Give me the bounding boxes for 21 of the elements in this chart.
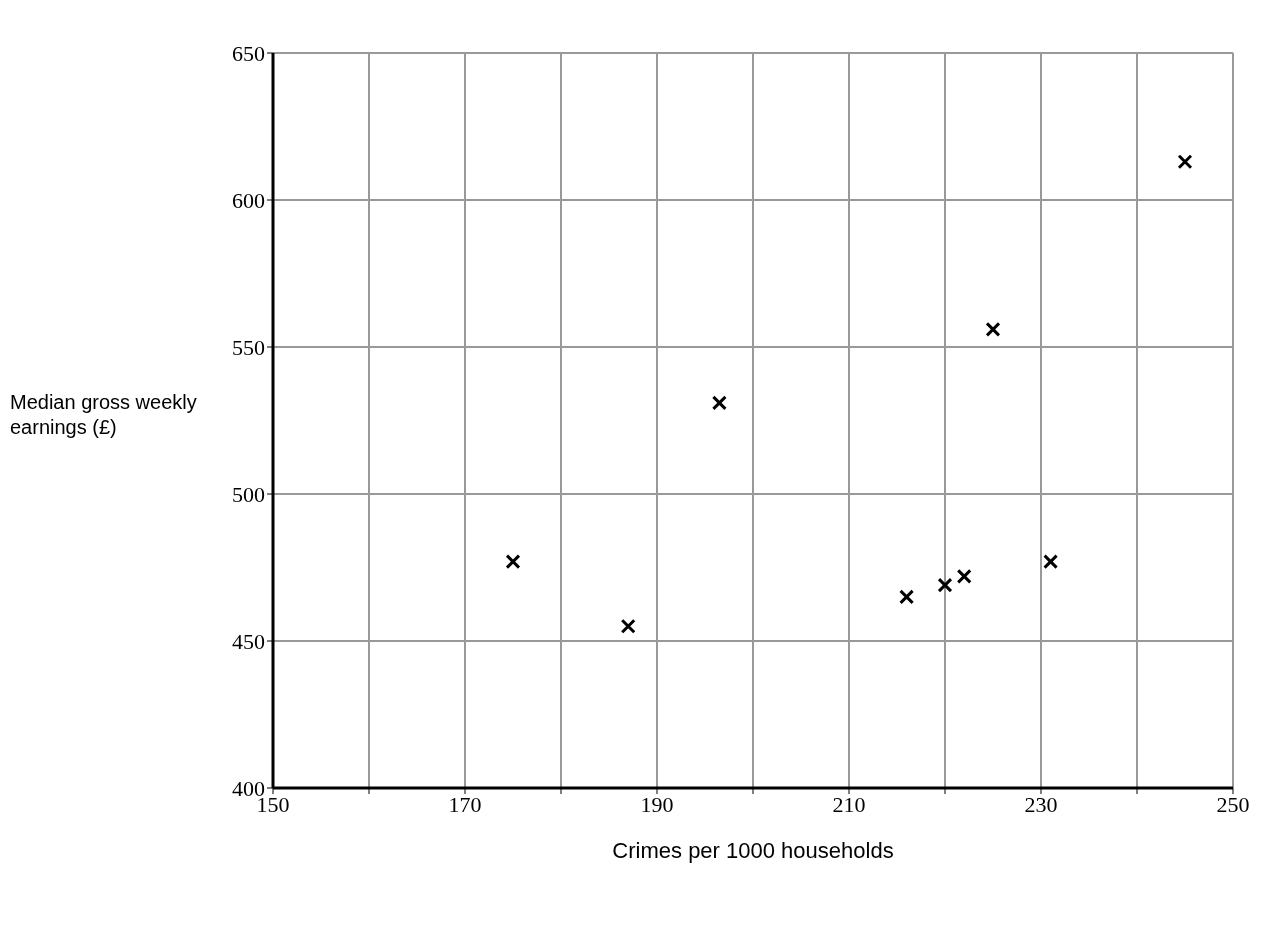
y-tick-label: 450 (232, 628, 265, 654)
point (956, 568, 972, 584)
point (1043, 554, 1059, 570)
y-tick-label: 600 (232, 187, 265, 213)
x-tick-label: 170 (448, 791, 482, 817)
x-tick-label: 190 (640, 791, 674, 817)
point (937, 577, 953, 593)
point (1177, 154, 1193, 170)
point (711, 395, 727, 411)
y-tick-label: 550 (232, 334, 265, 360)
point (899, 589, 915, 605)
point (985, 321, 1001, 337)
y-axis-title: Median gross weekly earnings (£) (10, 390, 198, 440)
point (505, 554, 521, 570)
y-tick-label: 650 (232, 40, 265, 66)
point (620, 618, 636, 634)
y-tick-label: 500 (232, 481, 265, 507)
x-tick-label: 230 (1024, 791, 1058, 817)
x-tick-label: 250 (1216, 791, 1250, 817)
x-axis-title: Crimes per 1000 households (612, 838, 894, 863)
x-tick-label: 210 (832, 791, 866, 817)
